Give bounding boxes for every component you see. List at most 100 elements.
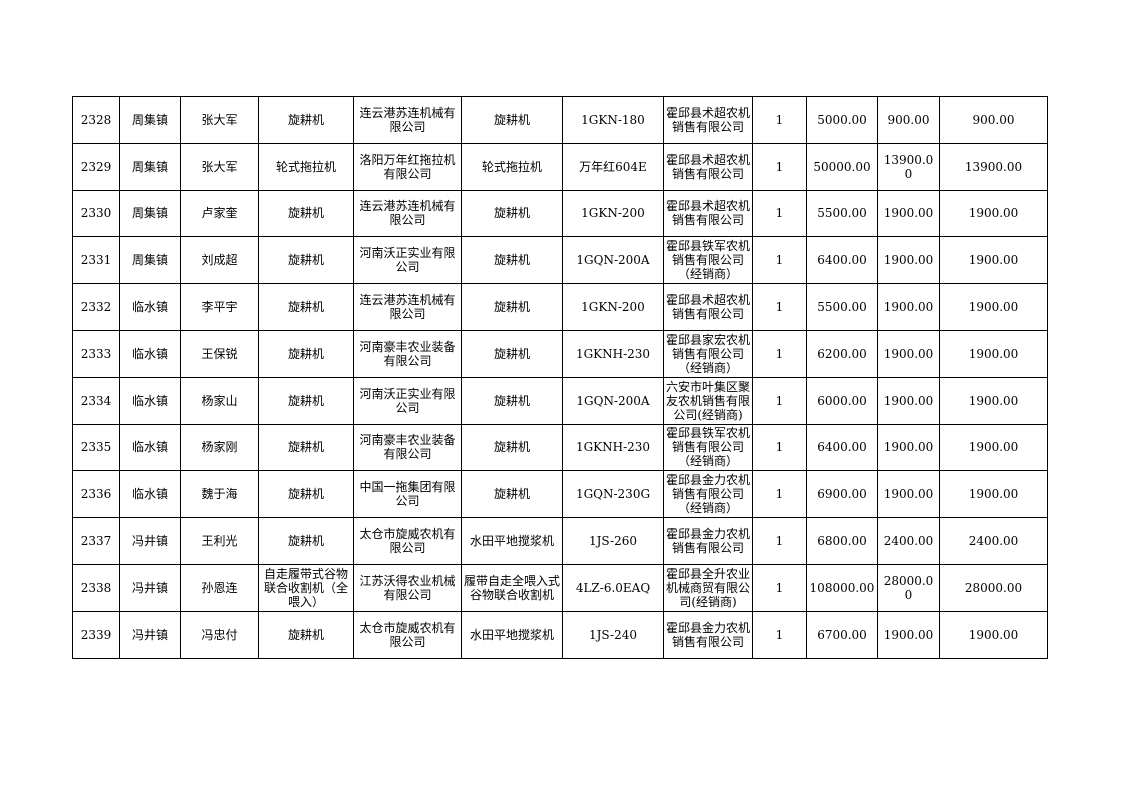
buyer-cell: 王保锐: [180, 329, 259, 378]
manufacturer-cell: 河南豪丰农业装备有限公司: [353, 423, 462, 472]
table-row: 2339 冯井镇 冯忠付 旋耕机 太仓市旋威农机有限公司 水田平地搅浆机 1JS-240 霍邱…: [72, 610, 1048, 659]
dealer-cell: 霍邱县家宏农机销售有限公司（经销商）: [663, 329, 753, 378]
unit-subsidy-cell: 1900.00: [877, 236, 940, 285]
manufacturer-cell: 江苏沃得农业机械有限公司: [353, 563, 462, 612]
model-cell: 1GKN-180: [562, 96, 664, 144]
subsidy-table: 2328 周集镇 张大军 旋耕机 连云港苏连机械有限公司 旋耕机 1GKN-180 霍邱县术超…: [72, 96, 1048, 659]
unit-subsidy-cell: 1900.00: [877, 376, 940, 425]
total-subsidy-cell: 1900.00: [939, 236, 1048, 285]
total-subsidy-cell: 1900.00: [939, 470, 1048, 519]
unit-subsidy-cell: 13900.00: [877, 142, 940, 191]
buyer-cell: 张大军: [180, 96, 259, 144]
machine-category-cell: 旋耕机: [258, 329, 354, 378]
town-cell: 周集镇: [119, 189, 181, 238]
row-number-cell: 2336: [72, 470, 120, 519]
total-subsidy-cell: 1900.00: [939, 610, 1048, 659]
buyer-cell: 张大军: [180, 142, 259, 191]
row-number-cell: 2332: [72, 283, 120, 331]
total-subsidy-cell: 1900.00: [939, 189, 1048, 238]
manufacturer-cell: 洛阳万年红拖拉机有限公司: [353, 142, 462, 191]
machine-category-cell: 旋耕机: [258, 189, 354, 238]
table-row: 2331 周集镇 刘成超 旋耕机 河南沃正实业有限公司 旋耕机 1GQN-200A 霍邱县铁军…: [72, 236, 1048, 285]
table-row: 2335 临水镇 杨家刚 旋耕机 河南豪丰农业装备有限公司 旋耕机 1GKNH-230 霍邱县…: [72, 423, 1048, 472]
dealer-cell: 霍邱县金力农机销售有限公司（经销商）: [663, 470, 753, 519]
product-name-cell: 旋耕机: [461, 329, 563, 378]
product-name-cell: 履带自走全喂入式谷物联合收割机: [461, 563, 563, 612]
product-name-cell: 旋耕机: [461, 470, 563, 519]
model-cell: 1GKN-200: [562, 189, 664, 238]
machine-category-cell: 旋耕机: [258, 423, 354, 472]
table-row: 2333 临水镇 王保锐 旋耕机 河南豪丰农业装备有限公司 旋耕机 1GKNH-230 霍邱县…: [72, 329, 1048, 378]
quantity-cell: 1: [752, 470, 807, 519]
unit-price-cell: 6200.00: [806, 329, 878, 378]
table-row: 2338 冯井镇 孙恩连 自走履带式谷物联合收割机（全喂入） 江苏沃得农业机械有限公司履…: [72, 563, 1048, 612]
product-name-cell: 旋耕机: [461, 96, 563, 144]
quantity-cell: 1: [752, 142, 807, 191]
dealer-cell: 霍邱县铁军农机销售有限公司（经销商）: [663, 236, 753, 285]
unit-subsidy-cell: 1900.00: [877, 329, 940, 378]
unit-subsidy-cell: 900.00: [877, 96, 940, 144]
row-number-cell: 2328: [72, 96, 120, 144]
buyer-cell: 孙恩连: [180, 563, 259, 612]
town-cell: 周集镇: [119, 96, 181, 144]
dealer-cell: 霍邱县金力农机销售有限公司: [663, 517, 753, 565]
town-cell: 冯井镇: [119, 610, 181, 659]
table-row: 2332 临水镇 李平宇 旋耕机 连云港苏连机械有限公司 旋耕机 1GKN-200 霍邱县术超…: [72, 283, 1048, 331]
town-cell: 临水镇: [119, 470, 181, 519]
machine-category-cell: 旋耕机: [258, 283, 354, 331]
unit-price-cell: 6000.00: [806, 376, 878, 425]
machine-category-cell: 旋耕机: [258, 517, 354, 565]
buyer-cell: 魏于海: [180, 470, 259, 519]
quantity-cell: 1: [752, 563, 807, 612]
quantity-cell: 1: [752, 189, 807, 238]
machine-category-cell: 轮式拖拉机: [258, 142, 354, 191]
product-name-cell: 旋耕机: [461, 236, 563, 285]
quantity-cell: 1: [752, 517, 807, 565]
dealer-cell: 霍邱县术超农机销售有限公司: [663, 96, 753, 144]
machine-category-cell: 旋耕机: [258, 470, 354, 519]
quantity-cell: 1: [752, 96, 807, 144]
table-row: 2330 周集镇 卢家奎 旋耕机 连云港苏连机械有限公司 旋耕机 1GKN-200 霍邱县术超…: [72, 189, 1048, 238]
manufacturer-cell: 河南沃正实业有限公司: [353, 236, 462, 285]
quantity-cell: 1: [752, 610, 807, 659]
row-number-cell: 2338: [72, 563, 120, 612]
town-cell: 周集镇: [119, 236, 181, 285]
quantity-cell: 1: [752, 423, 807, 472]
model-cell: 万年红604E: [562, 142, 664, 191]
product-name-cell: 轮式拖拉机: [461, 142, 563, 191]
total-subsidy-cell: 1900.00: [939, 423, 1048, 472]
product-name-cell: 旋耕机: [461, 189, 563, 238]
dealer-cell: 霍邱县术超农机销售有限公司: [663, 142, 753, 191]
model-cell: 1GQN-230G: [562, 470, 664, 519]
manufacturer-cell: 连云港苏连机械有限公司: [353, 96, 462, 144]
dealer-cell: 霍邱县术超农机销售有限公司: [663, 283, 753, 331]
buyer-cell: 王利光: [180, 517, 259, 565]
row-number-cell: 2330: [72, 189, 120, 238]
quantity-cell: 1: [752, 376, 807, 425]
dealer-cell: 霍邱县金力农机销售有限公司: [663, 610, 753, 659]
dealer-cell: 六安市叶集区聚友农机销售有限公司(经销商): [663, 376, 753, 425]
town-cell: 周集镇: [119, 142, 181, 191]
table-row: 2334 临水镇 杨家山 旋耕机 河南沃正实业有限公司 旋耕机 1GQN-200A 六安市叶集…: [72, 376, 1048, 425]
unit-price-cell: 6900.00: [806, 470, 878, 519]
town-cell: 冯井镇: [119, 563, 181, 612]
machine-category-cell: 旋耕机: [258, 610, 354, 659]
manufacturer-cell: 河南沃正实业有限公司: [353, 376, 462, 425]
product-name-cell: 旋耕机: [461, 283, 563, 331]
product-name-cell: 旋耕机: [461, 423, 563, 472]
unit-subsidy-cell: 1900.00: [877, 610, 940, 659]
quantity-cell: 1: [752, 283, 807, 331]
dealer-cell: 霍邱县全升农业机械商贸有限公司(经销商): [663, 563, 753, 612]
model-cell: 1JS-260: [562, 517, 664, 565]
buyer-cell: 刘成超: [180, 236, 259, 285]
manufacturer-cell: 中国一拖集团有限公司: [353, 470, 462, 519]
buyer-cell: 杨家刚: [180, 423, 259, 472]
model-cell: 1JS-240: [562, 610, 664, 659]
unit-price-cell: 5500.00: [806, 189, 878, 238]
dealer-cell: 霍邱县术超农机销售有限公司: [663, 189, 753, 238]
unit-price-cell: 6800.00: [806, 517, 878, 565]
town-cell: 临水镇: [119, 376, 181, 425]
unit-price-cell: 6400.00: [806, 236, 878, 285]
quantity-cell: 1: [752, 329, 807, 378]
machine-category-cell: 旋耕机: [258, 236, 354, 285]
